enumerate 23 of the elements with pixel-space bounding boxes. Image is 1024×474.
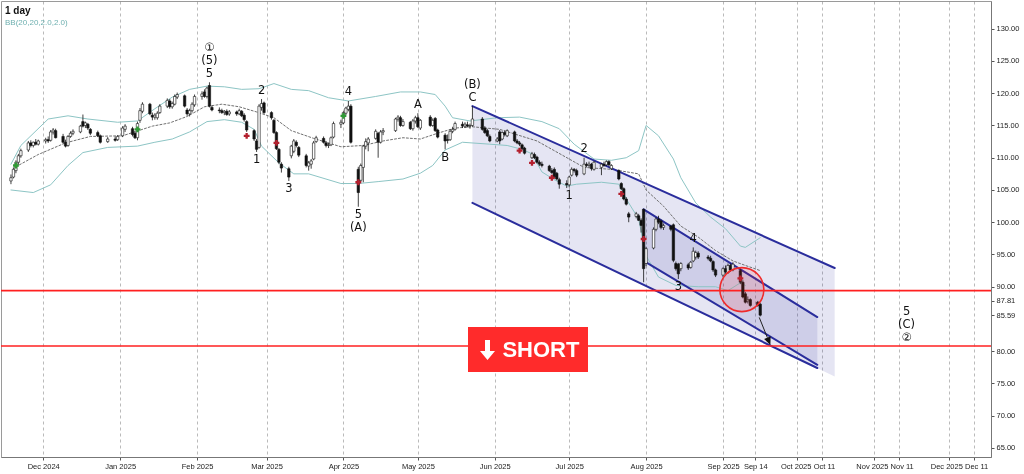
chart-title: 1 day (5, 5, 32, 16)
annotation: 5 (354, 207, 362, 222)
annotation: 3 (674, 279, 683, 294)
annotation: B (441, 149, 450, 164)
annotation: 4 (344, 84, 353, 99)
annotation: 5 (902, 303, 911, 318)
annotation: SHORT (502, 336, 580, 363)
annotation: A (413, 96, 422, 111)
annotation: (5) (201, 52, 218, 67)
annotation: ② (901, 329, 912, 344)
annotation: (C) (898, 316, 916, 331)
annotation: 3 (285, 181, 293, 196)
annotation: ① (204, 39, 215, 54)
annotation: C (468, 89, 477, 104)
annotation: 2 (580, 141, 588, 156)
annotation: 2 (257, 82, 266, 97)
annotation: (A) (349, 220, 367, 235)
annotation: 5 (205, 65, 214, 80)
sign-box: SHORT (468, 327, 589, 373)
annotation: 1 (565, 187, 573, 202)
text: BB(20,20,2.0,2.0) (5, 18, 69, 27)
annotation: (B) (463, 76, 481, 91)
annotation: 1 (252, 152, 261, 167)
